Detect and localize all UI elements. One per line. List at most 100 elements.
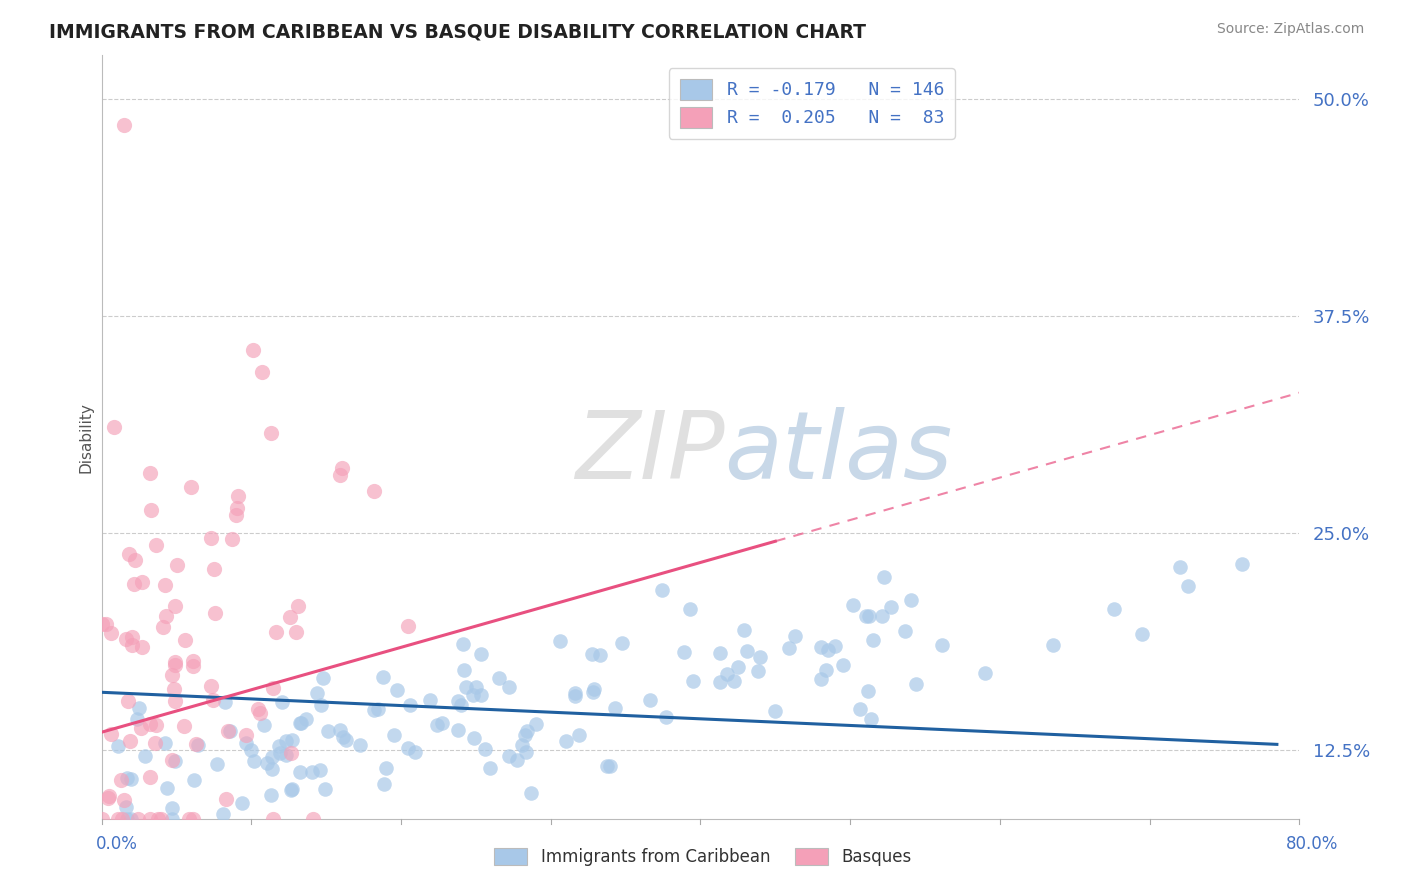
Point [280,782,302,797]
Point [329,723,352,737]
Point [778,640,800,655]
Legend: Immigrants from Caribbean, Basques: Immigrants from Caribbean, Basques [488,841,918,873]
Point [100,727,122,741]
Point [858,609,880,624]
Point [447,723,470,737]
Point [783,630,806,644]
Point [655,710,678,724]
Point [727,660,749,674]
Point [519,786,541,800]
Point [474,741,496,756]
Point [143,736,166,750]
Point [682,674,704,689]
Point [548,633,571,648]
Point [139,812,162,826]
Point [120,812,142,826]
Point [211,807,233,822]
Point [900,593,922,607]
Point [419,692,441,706]
Point [855,608,877,623]
Point [905,676,928,690]
Point [110,772,132,787]
Point [107,812,129,826]
Point [121,630,143,644]
Point [120,772,142,787]
Point [260,788,283,802]
Point [582,681,605,696]
Point [111,812,134,826]
Point [470,688,492,702]
Point [470,647,492,661]
Point [610,635,633,649]
Point [589,648,612,662]
Point [314,781,336,796]
Point [243,754,266,768]
Point [235,728,257,742]
Point [155,609,177,624]
Point [373,670,395,684]
Point [160,812,183,826]
Point [139,717,162,731]
Point [1177,579,1199,593]
Point [513,728,536,742]
Point [870,609,893,624]
Point [114,632,136,647]
Text: ZIP: ZIP [575,407,724,498]
Point [302,812,325,826]
Point [180,479,202,493]
Point [131,575,153,590]
Point [555,734,578,748]
Point [716,666,738,681]
Point [253,718,276,732]
Point [240,743,263,757]
Point [118,547,141,561]
Point [498,680,520,694]
Point [256,756,278,770]
Point [148,812,170,826]
Point [165,655,187,669]
Point [124,553,146,567]
Point [824,639,846,653]
Point [183,772,205,787]
Point [226,489,249,503]
Point [187,738,209,752]
Point [207,757,229,772]
Point [280,782,302,797]
Point [160,668,183,682]
Point [288,765,311,780]
Point [894,624,917,639]
Point [160,753,183,767]
Point [96,617,118,632]
Point [246,702,269,716]
Point [290,716,312,731]
Point [1130,627,1153,641]
Point [974,666,997,681]
Point [117,694,139,708]
Point [118,733,141,747]
Point [201,693,224,707]
Point [127,812,149,826]
Point [295,712,318,726]
Point [873,570,896,584]
Point [510,738,533,752]
Point [166,558,188,573]
Point [184,737,207,751]
Point [817,643,839,657]
Point [305,686,328,700]
Point [399,698,422,712]
Point [115,771,138,785]
Point [311,671,333,685]
Point [488,671,510,685]
Point [173,719,195,733]
Text: IMMIGRANTS FROM CARIBBEAN VS BASQUE DISABILITY CORRELATION CHART: IMMIGRANTS FROM CARIBBEAN VS BASQUE DISA… [49,22,866,41]
Point [260,749,283,764]
Point [128,700,150,714]
Point [330,461,353,475]
Point [139,770,162,784]
Point [451,636,474,650]
Point [763,704,786,718]
Point [200,679,222,693]
Point [156,780,179,795]
Point [131,640,153,654]
Point [290,716,312,731]
